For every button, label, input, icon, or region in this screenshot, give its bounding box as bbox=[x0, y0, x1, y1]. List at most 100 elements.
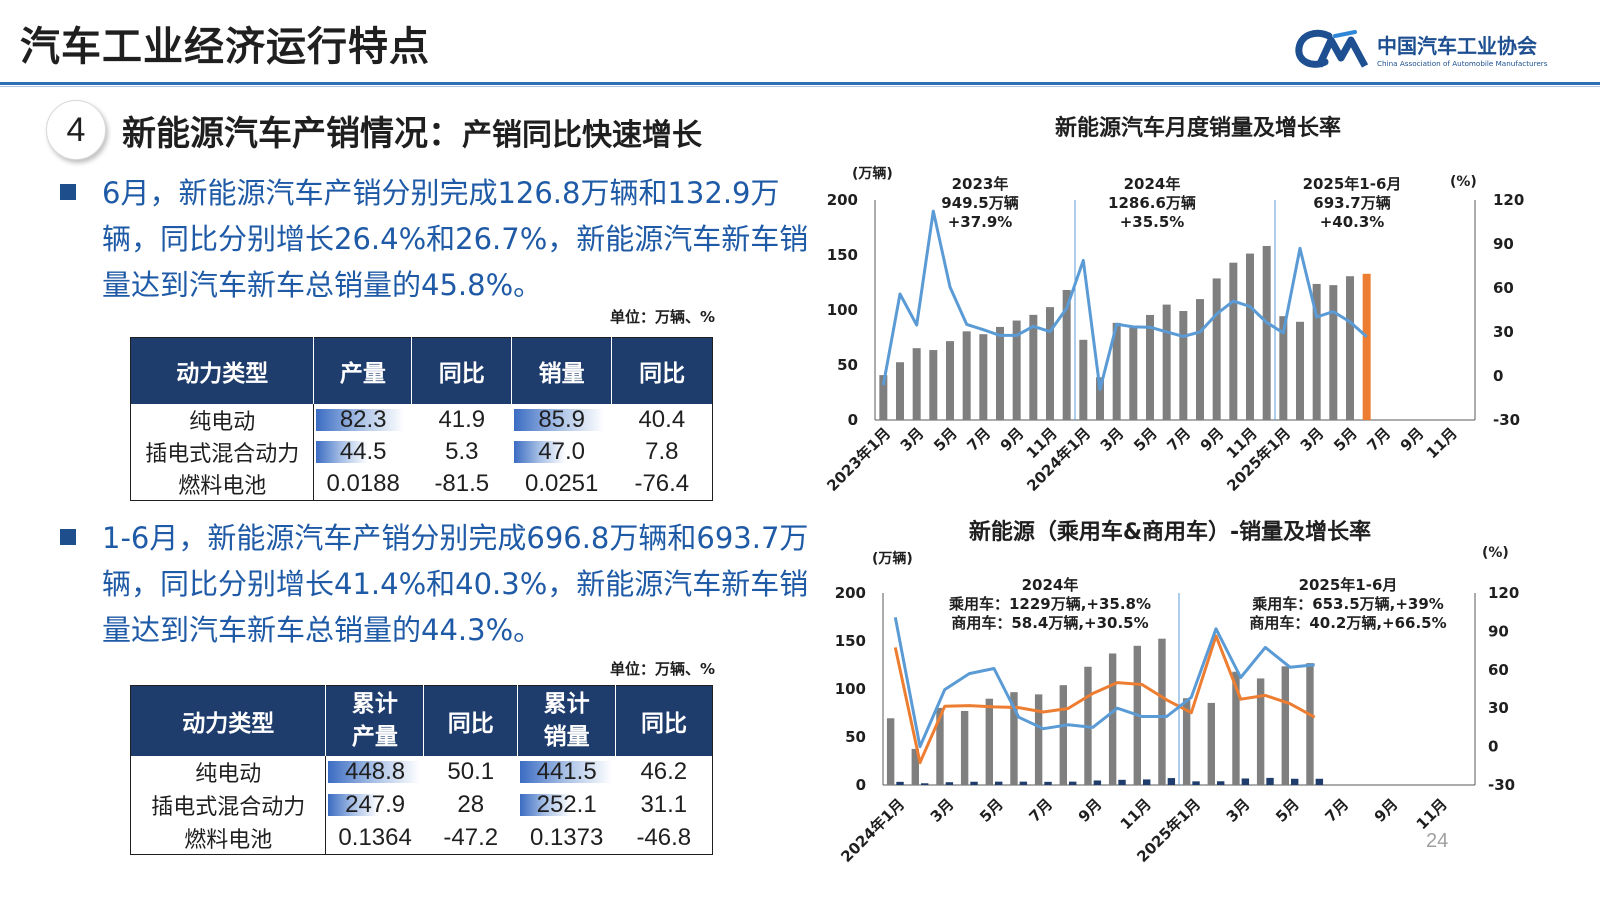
table-cell: 0.0188 bbox=[326, 469, 400, 497]
table-jan-jun: 动力类型 累计 产量 同比 累计 销量 同比 纯电动 448.8 50.1 441.5 46… bbox=[130, 685, 713, 855]
sales-bar bbox=[1196, 299, 1204, 420]
table-cell: 0.1373 bbox=[529, 823, 604, 851]
table-cell: 纯电动 bbox=[130, 755, 327, 789]
passenger-bar bbox=[936, 707, 944, 785]
sales-bar bbox=[1146, 314, 1154, 420]
table-cell: -46.8 bbox=[636, 823, 692, 851]
cell-value: 82.3 bbox=[339, 405, 387, 433]
passenger-bar bbox=[985, 698, 993, 785]
table-cell: 燃料电池 bbox=[130, 467, 315, 500]
y-tick-label: 50 bbox=[845, 728, 866, 746]
passenger-bar bbox=[1010, 692, 1018, 785]
col-header: 同比 bbox=[615, 685, 713, 756]
data-bar-fill bbox=[328, 794, 379, 816]
chart-annotation-line: 商用车：58.4万辆,+30.5% bbox=[951, 614, 1148, 632]
passenger-bar bbox=[911, 748, 919, 785]
y-tick-label: 150 bbox=[835, 632, 866, 650]
sales-bar bbox=[912, 348, 921, 420]
y2-tick-label: 90 bbox=[1493, 235, 1514, 253]
y-tick-label: 200 bbox=[827, 191, 858, 209]
x-tick-label: 5月 bbox=[976, 795, 1007, 826]
x-tick-label: 11月 bbox=[1117, 795, 1155, 833]
chart-annotation-line: +40.3% bbox=[1320, 213, 1385, 231]
cell-value: 441.5 bbox=[536, 758, 597, 785]
chart-annotation-line: 949.5万辆 bbox=[941, 194, 1018, 212]
section-title-sub: 产销同比快速增长 bbox=[462, 118, 702, 153]
table-cell: 41.9 bbox=[438, 405, 486, 433]
chart-annotation-line: 乘用车：1229万辆,+35.8% bbox=[948, 595, 1151, 613]
commercial-bar bbox=[1069, 781, 1077, 785]
table-cell: 插电式混合动力 bbox=[130, 435, 315, 468]
commercial-bar bbox=[921, 783, 929, 785]
chart-annotation-line: +35.5% bbox=[1120, 213, 1185, 231]
sales-bar bbox=[1129, 326, 1138, 420]
commercial-bar bbox=[1093, 780, 1102, 785]
data-bar-fill bbox=[513, 440, 567, 463]
page-title: 汽车工业经济运行特点 bbox=[20, 24, 430, 70]
commercial-bar bbox=[1019, 781, 1028, 785]
passenger-bar bbox=[1232, 671, 1240, 785]
data-bar-fill bbox=[316, 408, 405, 431]
y-tick-label: 100 bbox=[827, 301, 858, 319]
table-row: 纯电动 448.8 50.1 441.5 46.2 bbox=[130, 755, 713, 789]
sales-bar bbox=[1179, 310, 1188, 420]
data-bar-cell: 85.9 bbox=[512, 406, 612, 434]
passenger-bar bbox=[1182, 698, 1191, 785]
sales-bar bbox=[1312, 283, 1321, 420]
y2-tick-label: 120 bbox=[1488, 584, 1519, 602]
commercial-bar bbox=[1167, 778, 1176, 785]
commercial-bar bbox=[1241, 778, 1250, 785]
commercial-bar bbox=[1291, 778, 1299, 785]
chart-title: 新能源汽车月度销量及增长率 bbox=[1055, 115, 1341, 141]
table-cell: 7.8 bbox=[645, 437, 679, 465]
sales-bar bbox=[1062, 289, 1071, 420]
sales-bar bbox=[1346, 276, 1354, 420]
logo-cn-text: 中国汽车工业协会 bbox=[1377, 34, 1537, 58]
commercial-bar bbox=[995, 781, 1003, 785]
col-header: 累计 产量 bbox=[325, 685, 424, 756]
caam-logo-icon bbox=[1295, 29, 1369, 68]
table2-unit: 单位：万辆、% bbox=[610, 660, 716, 678]
y2-tick-label: 30 bbox=[1493, 323, 1514, 341]
cell-value: 247.9 bbox=[345, 791, 406, 818]
x-tick-label: 7月 bbox=[1321, 795, 1352, 826]
data-bar-fill bbox=[519, 794, 572, 816]
x-tick-label: 11月 bbox=[1413, 795, 1451, 833]
sales-bar bbox=[1046, 307, 1054, 420]
sales-bar bbox=[1112, 322, 1121, 420]
passenger-bar bbox=[1306, 663, 1314, 785]
col-header-line: 销量 bbox=[543, 723, 590, 750]
table-cell: 28 bbox=[457, 791, 485, 818]
sales-bar bbox=[1162, 304, 1171, 420]
data-bar-cell: 44.5 bbox=[314, 438, 411, 466]
x-tick-label: 7月 bbox=[1163, 424, 1194, 455]
commercial-bar bbox=[1217, 781, 1225, 785]
chart-annotation-line: 693.7万辆 bbox=[1313, 194, 1390, 212]
col-header-line: 累计 bbox=[351, 690, 398, 717]
passenger-bar bbox=[1207, 702, 1215, 785]
commercial-bar bbox=[1143, 779, 1151, 785]
table-cell: -81.5 bbox=[434, 469, 490, 497]
x-tick-label: 5月 bbox=[930, 424, 961, 455]
y2-tick-label: -30 bbox=[1488, 776, 1515, 794]
table-cell: 46.2 bbox=[640, 758, 688, 785]
sales-bar bbox=[1279, 316, 1288, 420]
y2-axis-unit: (%) bbox=[1450, 174, 1477, 190]
cell-value: 47.0 bbox=[538, 437, 586, 465]
chart-annotation-line: 乘用车：653.5万辆,+39% bbox=[1251, 595, 1444, 613]
commercial-bar bbox=[970, 781, 978, 785]
commercial-bar bbox=[1044, 781, 1052, 785]
sales-bar bbox=[1246, 253, 1254, 420]
col-header: 同比 bbox=[411, 337, 512, 404]
section-number-badge: 4 bbox=[46, 100, 106, 160]
y-tick-label: 50 bbox=[837, 356, 858, 374]
x-tick-label: 3月 bbox=[1097, 424, 1128, 455]
table-row: 纯电动 82.3 41.9 85.9 40.4 bbox=[130, 403, 713, 436]
table-cell: 441.5 bbox=[518, 756, 616, 789]
caam-logo: 中国汽车工业协会 China Association of Automobile… bbox=[1295, 28, 1595, 78]
table-row: 燃料电池 0.0188 -81.5 0.0251 -76.4 bbox=[130, 467, 713, 500]
sales-bar bbox=[1262, 245, 1271, 420]
x-tick-label: 3月 bbox=[1297, 424, 1328, 455]
chart-annotation-line: 2023年 bbox=[952, 175, 1009, 193]
chart-annotation-line: 1286.6万辆 bbox=[1108, 194, 1196, 212]
